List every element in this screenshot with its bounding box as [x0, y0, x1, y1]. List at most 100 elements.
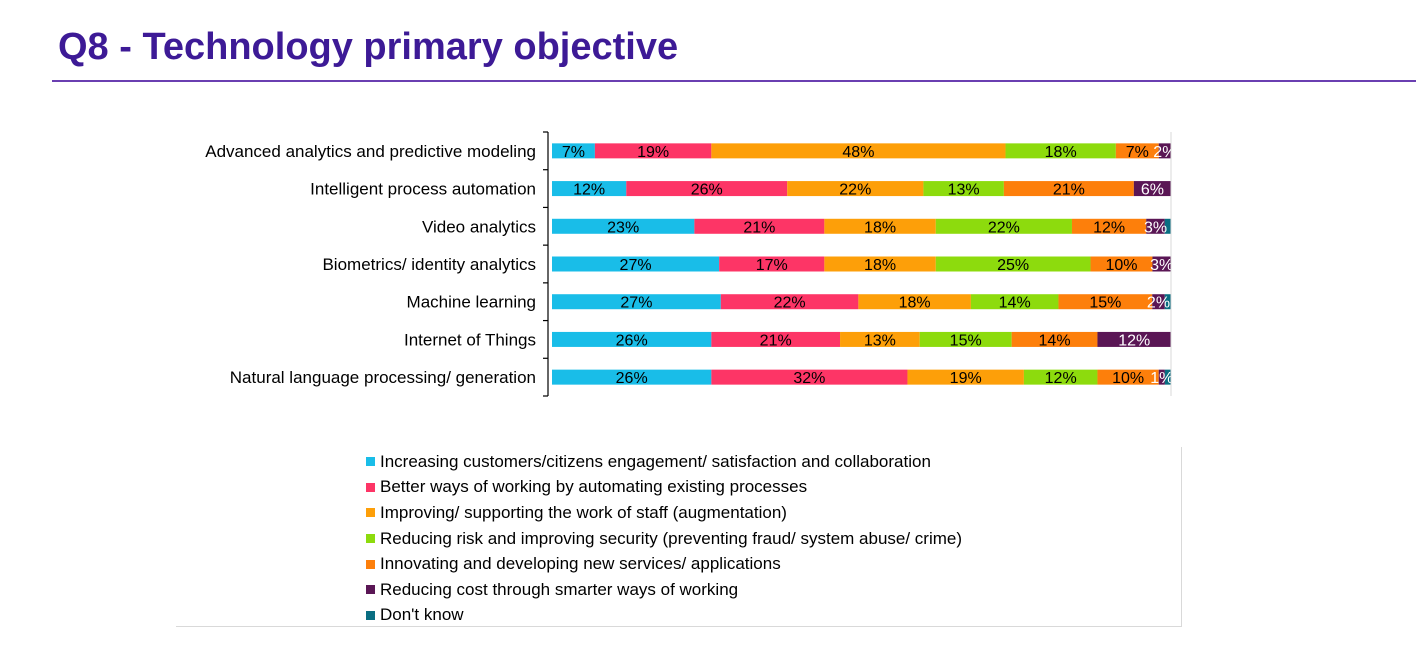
data-label: 27% — [620, 257, 652, 274]
legend-item: Better ways of working by automating exi… — [366, 475, 962, 501]
bar-segment — [711, 369, 908, 385]
data-label: 13% — [948, 182, 980, 199]
legend-label: Reducing risk and improving security (pr… — [380, 528, 963, 548]
category-label: Machine learning — [407, 293, 536, 312]
bar-segment — [1090, 256, 1153, 272]
data-label: 12% — [1045, 370, 1077, 387]
data-label: 19% — [950, 370, 982, 387]
legend-item: Reducing cost through smarter ways of wo… — [366, 577, 962, 603]
legend-label: Don't know — [380, 605, 464, 625]
bar-segment — [552, 369, 712, 385]
data-label: 12% — [1093, 219, 1125, 236]
legend-swatch — [366, 585, 375, 595]
data-label: 12% — [1118, 332, 1150, 349]
bar-segment — [1158, 143, 1171, 159]
category-label: Natural language processing/ generation — [230, 368, 536, 387]
data-label: 18% — [899, 295, 931, 312]
bar-segment — [694, 218, 825, 234]
data-label: 1% — [1150, 370, 1173, 387]
data-label: 3% — [1150, 257, 1173, 274]
legend-swatch — [366, 508, 375, 518]
bar-segment — [824, 218, 936, 234]
legend-item: Increasing customers/citizens engagement… — [366, 449, 962, 475]
legend-item: Don't know — [366, 603, 962, 629]
bar-segment — [1115, 143, 1159, 159]
data-label: 18% — [1045, 144, 1077, 161]
data-label: 7% — [1126, 144, 1149, 161]
bar-segment — [907, 369, 1024, 385]
title-divider — [52, 80, 1416, 82]
bar-segment — [552, 181, 627, 197]
data-label: 2% — [1147, 295, 1170, 312]
category-label: Intelligent process automation — [310, 180, 536, 199]
data-label: 10% — [1112, 370, 1144, 387]
legend-item: Reducing risk and improving security (pr… — [366, 526, 962, 552]
legend-frame — [176, 447, 1182, 627]
data-label: 27% — [620, 295, 652, 312]
bar-segment — [1097, 331, 1171, 347]
category-label: Video analytics — [422, 217, 536, 236]
bar-segment — [1071, 218, 1147, 234]
data-label: 22% — [839, 182, 871, 199]
data-label: 48% — [842, 144, 874, 161]
bar-segment — [858, 294, 971, 310]
bar-segment — [970, 294, 1059, 310]
bar-segment — [1146, 218, 1165, 234]
data-label: 12% — [573, 182, 605, 199]
bar-segment — [840, 331, 920, 347]
data-label: 14% — [1039, 332, 1071, 349]
bar-segment — [711, 331, 841, 347]
data-label: 2% — [1153, 144, 1176, 161]
bar-segment — [1058, 294, 1153, 310]
bar-segment — [1005, 143, 1116, 159]
bar-segment — [1097, 369, 1159, 385]
bar-segment — [1133, 181, 1171, 197]
bar-segment — [923, 181, 1004, 197]
data-label: 15% — [1089, 295, 1121, 312]
bar-segment — [552, 256, 720, 272]
legend-label: Improving/ supporting the work of staff … — [380, 502, 787, 522]
data-label: 21% — [743, 219, 775, 236]
bar-segment — [787, 181, 924, 197]
data-label: 15% — [950, 332, 982, 349]
data-label: 6% — [1141, 182, 1164, 199]
data-label: 10% — [1105, 257, 1137, 274]
data-label: 21% — [760, 332, 792, 349]
bar-segment — [919, 331, 1012, 347]
bar-segment — [935, 218, 1072, 234]
bar-segment — [1158, 369, 1165, 385]
legend-label: Reducing cost through smarter ways of wo… — [380, 579, 739, 599]
bar-segment — [626, 181, 788, 197]
data-label: 19% — [637, 144, 669, 161]
data-label: 3% — [1144, 219, 1167, 236]
page-title: Q8 - Technology primary objective — [58, 26, 679, 68]
legend-label: Increasing customers/citizens engagement… — [380, 451, 931, 471]
legend-label: Innovating and developing new services/ … — [380, 554, 781, 574]
data-label: 26% — [691, 182, 723, 199]
data-label: 17% — [756, 257, 788, 274]
data-label: 26% — [616, 332, 648, 349]
bar-segment — [552, 294, 721, 310]
bar-segment — [552, 218, 695, 234]
legend-label: Better ways of working by automating exi… — [380, 477, 808, 497]
bar-segment — [1152, 294, 1165, 310]
category-label: Biometrics/ identity analytics — [322, 255, 536, 274]
bar-segment — [1164, 218, 1171, 234]
legend-item: Improving/ supporting the work of staff … — [366, 500, 962, 526]
bar-segment — [552, 143, 595, 159]
data-label: 18% — [864, 219, 896, 236]
data-label: 22% — [774, 295, 806, 312]
bar-segment — [1164, 369, 1171, 385]
bar-segment — [711, 143, 1006, 159]
category-label: Advanced analytics and predictive modeli… — [205, 142, 536, 161]
data-label: 7% — [562, 144, 585, 161]
data-label: 26% — [616, 370, 648, 387]
bar-segment — [1164, 294, 1171, 310]
legend-item: Innovating and developing new services/ … — [366, 551, 962, 577]
data-label: 18% — [864, 257, 896, 274]
data-label: 22% — [988, 219, 1020, 236]
chart-legend: Increasing customers/citizens engagement… — [366, 449, 962, 628]
data-label: 14% — [999, 295, 1031, 312]
bar-segment — [935, 256, 1091, 272]
legend-swatch — [366, 482, 375, 492]
